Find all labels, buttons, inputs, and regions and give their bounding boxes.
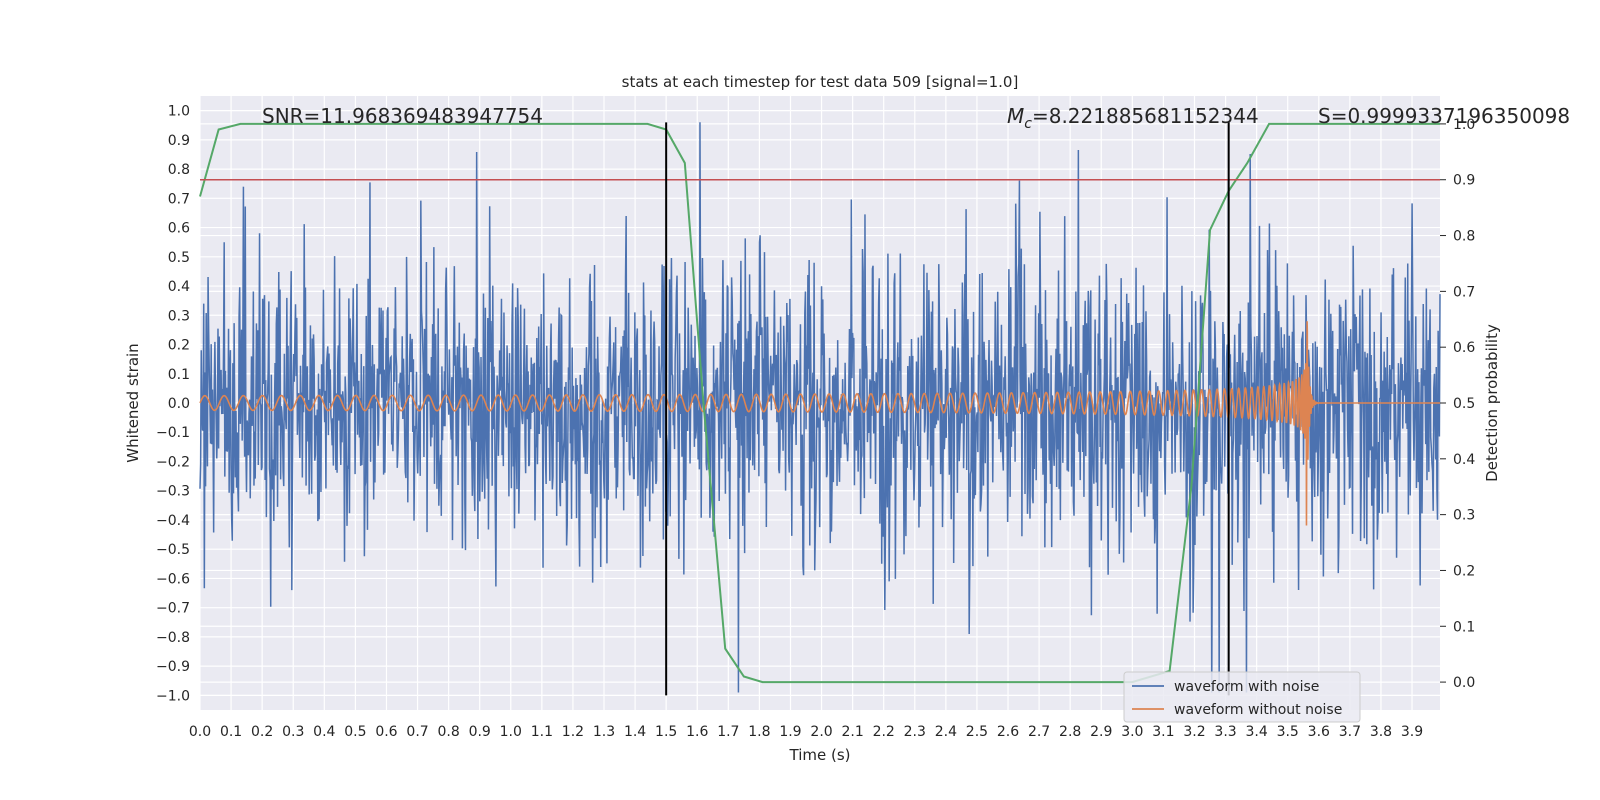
x-tick-label: 2.8 (1059, 724, 1081, 740)
legend-label-noise: waveform with noise (1174, 679, 1319, 695)
y2-tick-label: 0.4 (1453, 452, 1475, 468)
y-tick-label: −0.9 (156, 659, 190, 675)
x-tick-label: 3.5 (1277, 724, 1299, 740)
x-tick-label: 0.4 (313, 724, 335, 740)
y2-tick-label: 0.9 (1453, 173, 1475, 189)
x-tick-label: 1.6 (686, 724, 708, 740)
y2-tick-label: 0.0 (1453, 675, 1475, 691)
chirp-mass-symbol: M (1007, 104, 1024, 128)
y-tick-label: −0.6 (156, 571, 190, 587)
x-tick-label: 3.7 (1339, 724, 1361, 740)
x-tick-label: 1.4 (624, 724, 646, 740)
y-tick-label: −0.7 (156, 601, 190, 617)
x-tick-label: 2.1 (841, 724, 863, 740)
series-detection-probability (199, 122, 1440, 684)
x-tick-label: 0.7 (406, 724, 428, 740)
x-tick-label: 1.0 (500, 724, 522, 740)
x-tick-label: 0.5 (344, 724, 366, 740)
y-tick-label: −0.3 (156, 484, 190, 500)
y-tick-label: −0.4 (156, 513, 190, 529)
y2-tick-label: 0.5 (1453, 396, 1475, 412)
legend: waveform with noise waveform without noi… (1123, 671, 1361, 723)
x-tick-label: 3.4 (1246, 724, 1268, 740)
y-tick-label: −0.8 (156, 630, 190, 646)
x-tick-label: 3.0 (1121, 724, 1143, 740)
y-tick-label: 0.0 (168, 396, 190, 412)
x-tick-label: 2.5 (966, 724, 988, 740)
x-tick-label: 3.9 (1401, 724, 1423, 740)
y-tick-label: −0.2 (156, 454, 190, 470)
y-tick-label: 0.6 (168, 221, 190, 237)
legend-label-clean: waveform without noise (1174, 702, 1342, 718)
x-tick-label: 1.9 (779, 724, 801, 740)
x-tick-label: 0.1 (220, 724, 242, 740)
y2-tick-label: 0.2 (1453, 563, 1475, 579)
x-tick-label: 0.3 (282, 724, 304, 740)
legend-box (1123, 671, 1361, 723)
x-tick-label: 1.1 (531, 724, 553, 740)
x-tick-label: 3.6 (1308, 724, 1330, 740)
x-tick-label: 1.2 (562, 724, 584, 740)
y-tick-label: −0.1 (156, 425, 190, 441)
y-tick-label: 0.3 (168, 308, 190, 324)
y-tick-label: 0.2 (168, 338, 190, 354)
x-tick-label: 0.2 (251, 724, 273, 740)
x-tick-label: 2.4 (935, 724, 957, 740)
x-tick-label: 0.0 (189, 724, 211, 740)
y2-tick-label: 0.1 (1453, 619, 1475, 635)
y-tick-label: 0.4 (168, 279, 190, 295)
score-annotation: S=0.9999337196350098 (1318, 104, 1570, 128)
chirp-mass-annotation: Mc=8.221885681152344 (1007, 104, 1259, 132)
y-tick-label: −1.0 (156, 688, 190, 704)
x-tick-label: 3.3 (1214, 724, 1236, 740)
y-tick-label: 1.0 (168, 104, 190, 120)
chart-title: stats at each timestep for test data 509… (622, 73, 1019, 91)
x-tick-label: 1.7 (717, 724, 739, 740)
y2-axis-label: Detection probability (1483, 324, 1501, 482)
y-tick-label: 0.8 (168, 162, 190, 178)
snr-annotation: SNR=11.968369483947754 (262, 104, 543, 128)
x-tick-label: 2.6 (997, 724, 1019, 740)
y2-tick-label: 0.6 (1453, 340, 1475, 356)
x-tick-label: 3.8 (1370, 724, 1392, 740)
y-tick-label: 0.7 (168, 191, 190, 207)
series-waveform-with-noise (199, 122, 1441, 693)
traces (199, 122, 1441, 693)
chirp-mass-value: =8.221885681152344 (1032, 104, 1259, 128)
y2-tick-label: 0.8 (1453, 229, 1475, 245)
y-axis-label: Whitened strain (124, 343, 142, 462)
x-tick-label: 3.2 (1183, 724, 1205, 740)
x-tick-label: 0.9 (469, 724, 491, 740)
y2-tick-label: 0.7 (1453, 284, 1475, 300)
x-tick-label: 1.3 (593, 724, 615, 740)
x-tick-label: 1.8 (748, 724, 770, 740)
x-tick-label: 2.0 (810, 724, 832, 740)
x-tick-label: 2.9 (1090, 724, 1112, 740)
y2-tick-label: 0.3 (1453, 508, 1475, 524)
x-tick-label: 3.1 (1152, 724, 1174, 740)
x-tick-label: 2.2 (873, 724, 895, 740)
y2-tick-label: 1.0 (1453, 117, 1475, 133)
x-tick-label: 0.6 (375, 724, 397, 740)
x-tick-label: 1.5 (655, 724, 677, 740)
x-axis-label: Time (s) (789, 746, 851, 764)
y-tick-label: −0.5 (156, 542, 190, 558)
y-tick-label: 0.9 (168, 133, 190, 149)
annotation-lines (200, 122, 1440, 696)
series-waveform-without-noise (199, 321, 1440, 526)
chirp-mass-subscript: c (1024, 116, 1032, 132)
y-tick-label: 0.5 (168, 250, 190, 266)
x-tick-label: 2.3 (904, 724, 926, 740)
tick-labels: 0.0 0.1 0.2 0.3 0.4 0.5 0.6 0.7 0.8 0.9 1.0 1.1 1.2 1… (156, 104, 1475, 740)
x-tick-label: 2.7 (1028, 724, 1050, 740)
y-tick-label: 0.1 (168, 367, 190, 383)
x-tick-label: 0.8 (437, 724, 459, 740)
